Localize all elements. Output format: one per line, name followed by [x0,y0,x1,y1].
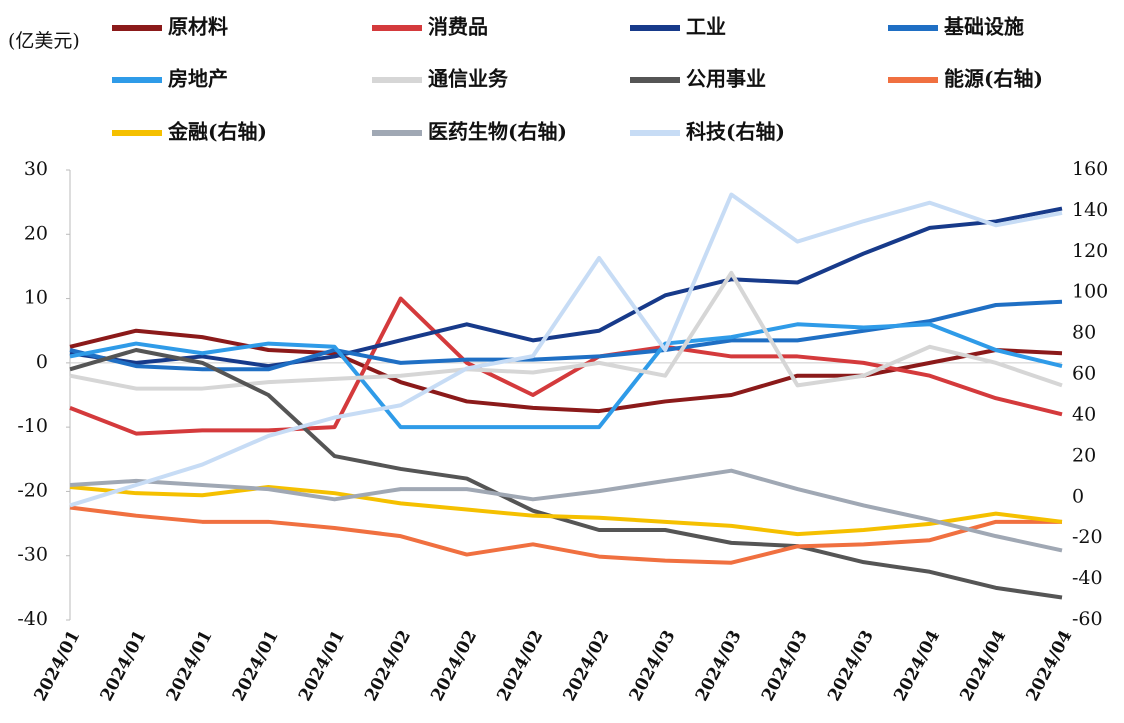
y2-tick-label: 0 [1072,485,1084,507]
series-line [69,192,1063,508]
x-tick-label: 2024/04 [890,627,944,705]
y2-tick-label: 20 [1072,444,1096,466]
x-tick-label: 2024/02 [560,627,614,705]
y-tick-label: 10 [24,287,48,309]
legend-label: 原材料 [168,15,228,39]
x-tick-label: 2024/03 [626,627,680,705]
y-axis-label: (亿美元) [8,30,80,52]
x-tick-label: 2024/02 [361,627,415,705]
x-tick-label: 2024/01 [163,627,217,705]
legend-label: 基础设施 [944,15,1024,39]
legend-label: 房地产 [168,67,228,91]
y2-tick-label: 100 [1072,281,1108,303]
x-tick-label: 2024/01 [97,627,151,705]
x-tick-label: 2024/02 [493,627,547,705]
series-line [69,485,1063,537]
x-tick-label: 2024/04 [1022,627,1076,705]
x-tick-label: 2024/01 [229,627,283,705]
x-tick-label: 2024/02 [427,627,481,705]
y2-tick-label: 40 [1072,403,1096,425]
y2-tick-label: 80 [1072,322,1096,344]
series-line [69,348,1063,600]
x-tick-label: 2024/03 [824,627,878,705]
x-tick-label: 2024/03 [692,627,746,705]
legend-label: 医药生物(右轴) [428,120,567,144]
y-tick-label: -20 [17,479,48,501]
y-tick-label: -10 [17,415,48,437]
series-line [69,505,1062,565]
legend-label: 工业 [686,15,726,39]
series-line [69,206,1063,369]
legend-label: 公用事业 [686,67,766,91]
legend-label: 消费品 [428,15,488,39]
y2-tick-label: -60 [1072,608,1103,630]
legend-label: 金融(右轴) [167,120,267,144]
y-tick-label: 30 [24,158,48,180]
y2-tick-label: 120 [1072,240,1108,262]
series-line [69,270,1063,391]
series-line [69,296,1063,436]
x-tick-label: 2024/03 [758,627,812,705]
y2-tick-label: 60 [1072,363,1096,385]
x-tick-label: 2024/04 [956,627,1010,705]
legend-label: 能源(右轴) [944,67,1043,91]
x-tick-label: 2024/01 [30,627,84,705]
y2-tick-label: 140 [1072,199,1108,221]
y-tick-label: -40 [17,608,48,630]
y-tick-label: 0 [36,351,48,373]
legend-label: 科技(右轴) [686,120,785,144]
y-tick-label: -30 [17,544,48,566]
y2-tick-label: 160 [1072,158,1108,180]
y-tick-label: 20 [24,222,48,244]
series-line [69,322,1063,430]
x-tick-label: 2024/01 [295,627,349,705]
series-line [69,468,1063,553]
y2-tick-label: -20 [1072,526,1103,548]
y2-tick-label: -40 [1072,567,1103,589]
legend-label: 通信业务 [428,67,509,91]
